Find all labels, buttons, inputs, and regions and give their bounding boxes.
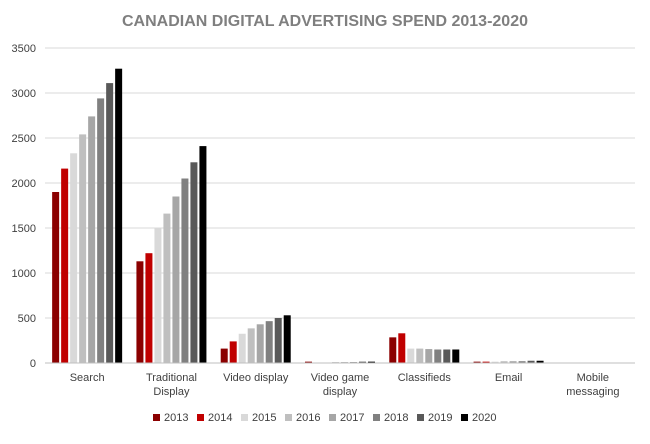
bar (425, 349, 432, 363)
bar (443, 350, 450, 364)
bar (172, 197, 179, 364)
x-tick-label: Video game (311, 372, 370, 384)
bar (389, 337, 396, 363)
legend-swatch (417, 414, 424, 421)
legend-swatch (461, 414, 468, 421)
bar (221, 349, 228, 363)
bar (154, 228, 161, 363)
legend-label: 2016 (296, 412, 320, 424)
bar (106, 83, 113, 363)
y-tick-label: 2500 (12, 133, 36, 145)
bar (275, 318, 282, 363)
bar (248, 328, 255, 363)
x-tick-label: Mobile (577, 372, 609, 384)
y-tick-label: 500 (18, 313, 36, 325)
legend: 2013 2014 2015 2016 2017 2018 2019 2020 (153, 412, 496, 424)
bar (52, 192, 59, 363)
y-tick-label: 1000 (12, 268, 36, 280)
bar (136, 261, 143, 363)
y-tick-label: 2000 (12, 178, 36, 190)
bar (434, 350, 441, 364)
legend-label: 2014 (208, 412, 232, 424)
legend-label: 2019 (428, 412, 452, 424)
bar (199, 146, 206, 363)
bar (416, 349, 423, 363)
x-tick-label: Classifieds (398, 372, 452, 384)
bar (266, 321, 273, 363)
bar (452, 350, 459, 364)
legend-swatch (373, 414, 380, 421)
bar (70, 153, 77, 363)
y-tick-label: 3000 (12, 88, 36, 100)
x-tick-label: Email (495, 372, 523, 384)
bar (163, 214, 170, 363)
bars (52, 69, 543, 363)
chart-title: CANADIAN DIGITAL ADVERTISING SPEND 2013-… (122, 13, 528, 30)
bar (61, 169, 68, 363)
legend-swatch (285, 414, 292, 421)
bar (97, 98, 104, 363)
bar (239, 334, 246, 363)
bar (230, 341, 237, 363)
x-tick-label: Search (70, 372, 105, 384)
legend-label: 2020 (472, 412, 496, 424)
x-tick-label: Video display (223, 372, 289, 384)
x-axis-labels: Search Traditional Display Video display Vid… (70, 372, 620, 398)
bar (257, 324, 264, 363)
bar (115, 69, 122, 363)
legend-label: 2017 (340, 412, 364, 424)
y-tick-label: 3500 (12, 43, 36, 55)
legend-swatch (329, 414, 336, 421)
bar (398, 333, 405, 363)
y-axis-ticks: 0 500 1000 1500 2000 2500 3000 3500 (12, 43, 36, 370)
bar (145, 253, 152, 363)
bar (79, 134, 86, 363)
legend-swatch (241, 414, 248, 421)
legend-label: 2015 (252, 412, 276, 424)
bar (88, 116, 95, 363)
x-tick-label: messaging (566, 386, 619, 398)
x-tick-label: display (323, 386, 358, 398)
gridlines (45, 48, 635, 318)
bar (181, 179, 188, 364)
bar (407, 349, 414, 363)
bar (190, 162, 197, 363)
legend-label: 2018 (384, 412, 408, 424)
bar (284, 315, 291, 363)
legend-swatch (153, 414, 160, 421)
x-tick-label: Display (153, 386, 190, 398)
y-tick-label: 0 (30, 358, 36, 370)
x-tick-label: Traditional (146, 372, 197, 384)
y-tick-label: 1500 (12, 223, 36, 235)
legend-label: 2013 (164, 412, 188, 424)
legend-swatch (197, 414, 204, 421)
